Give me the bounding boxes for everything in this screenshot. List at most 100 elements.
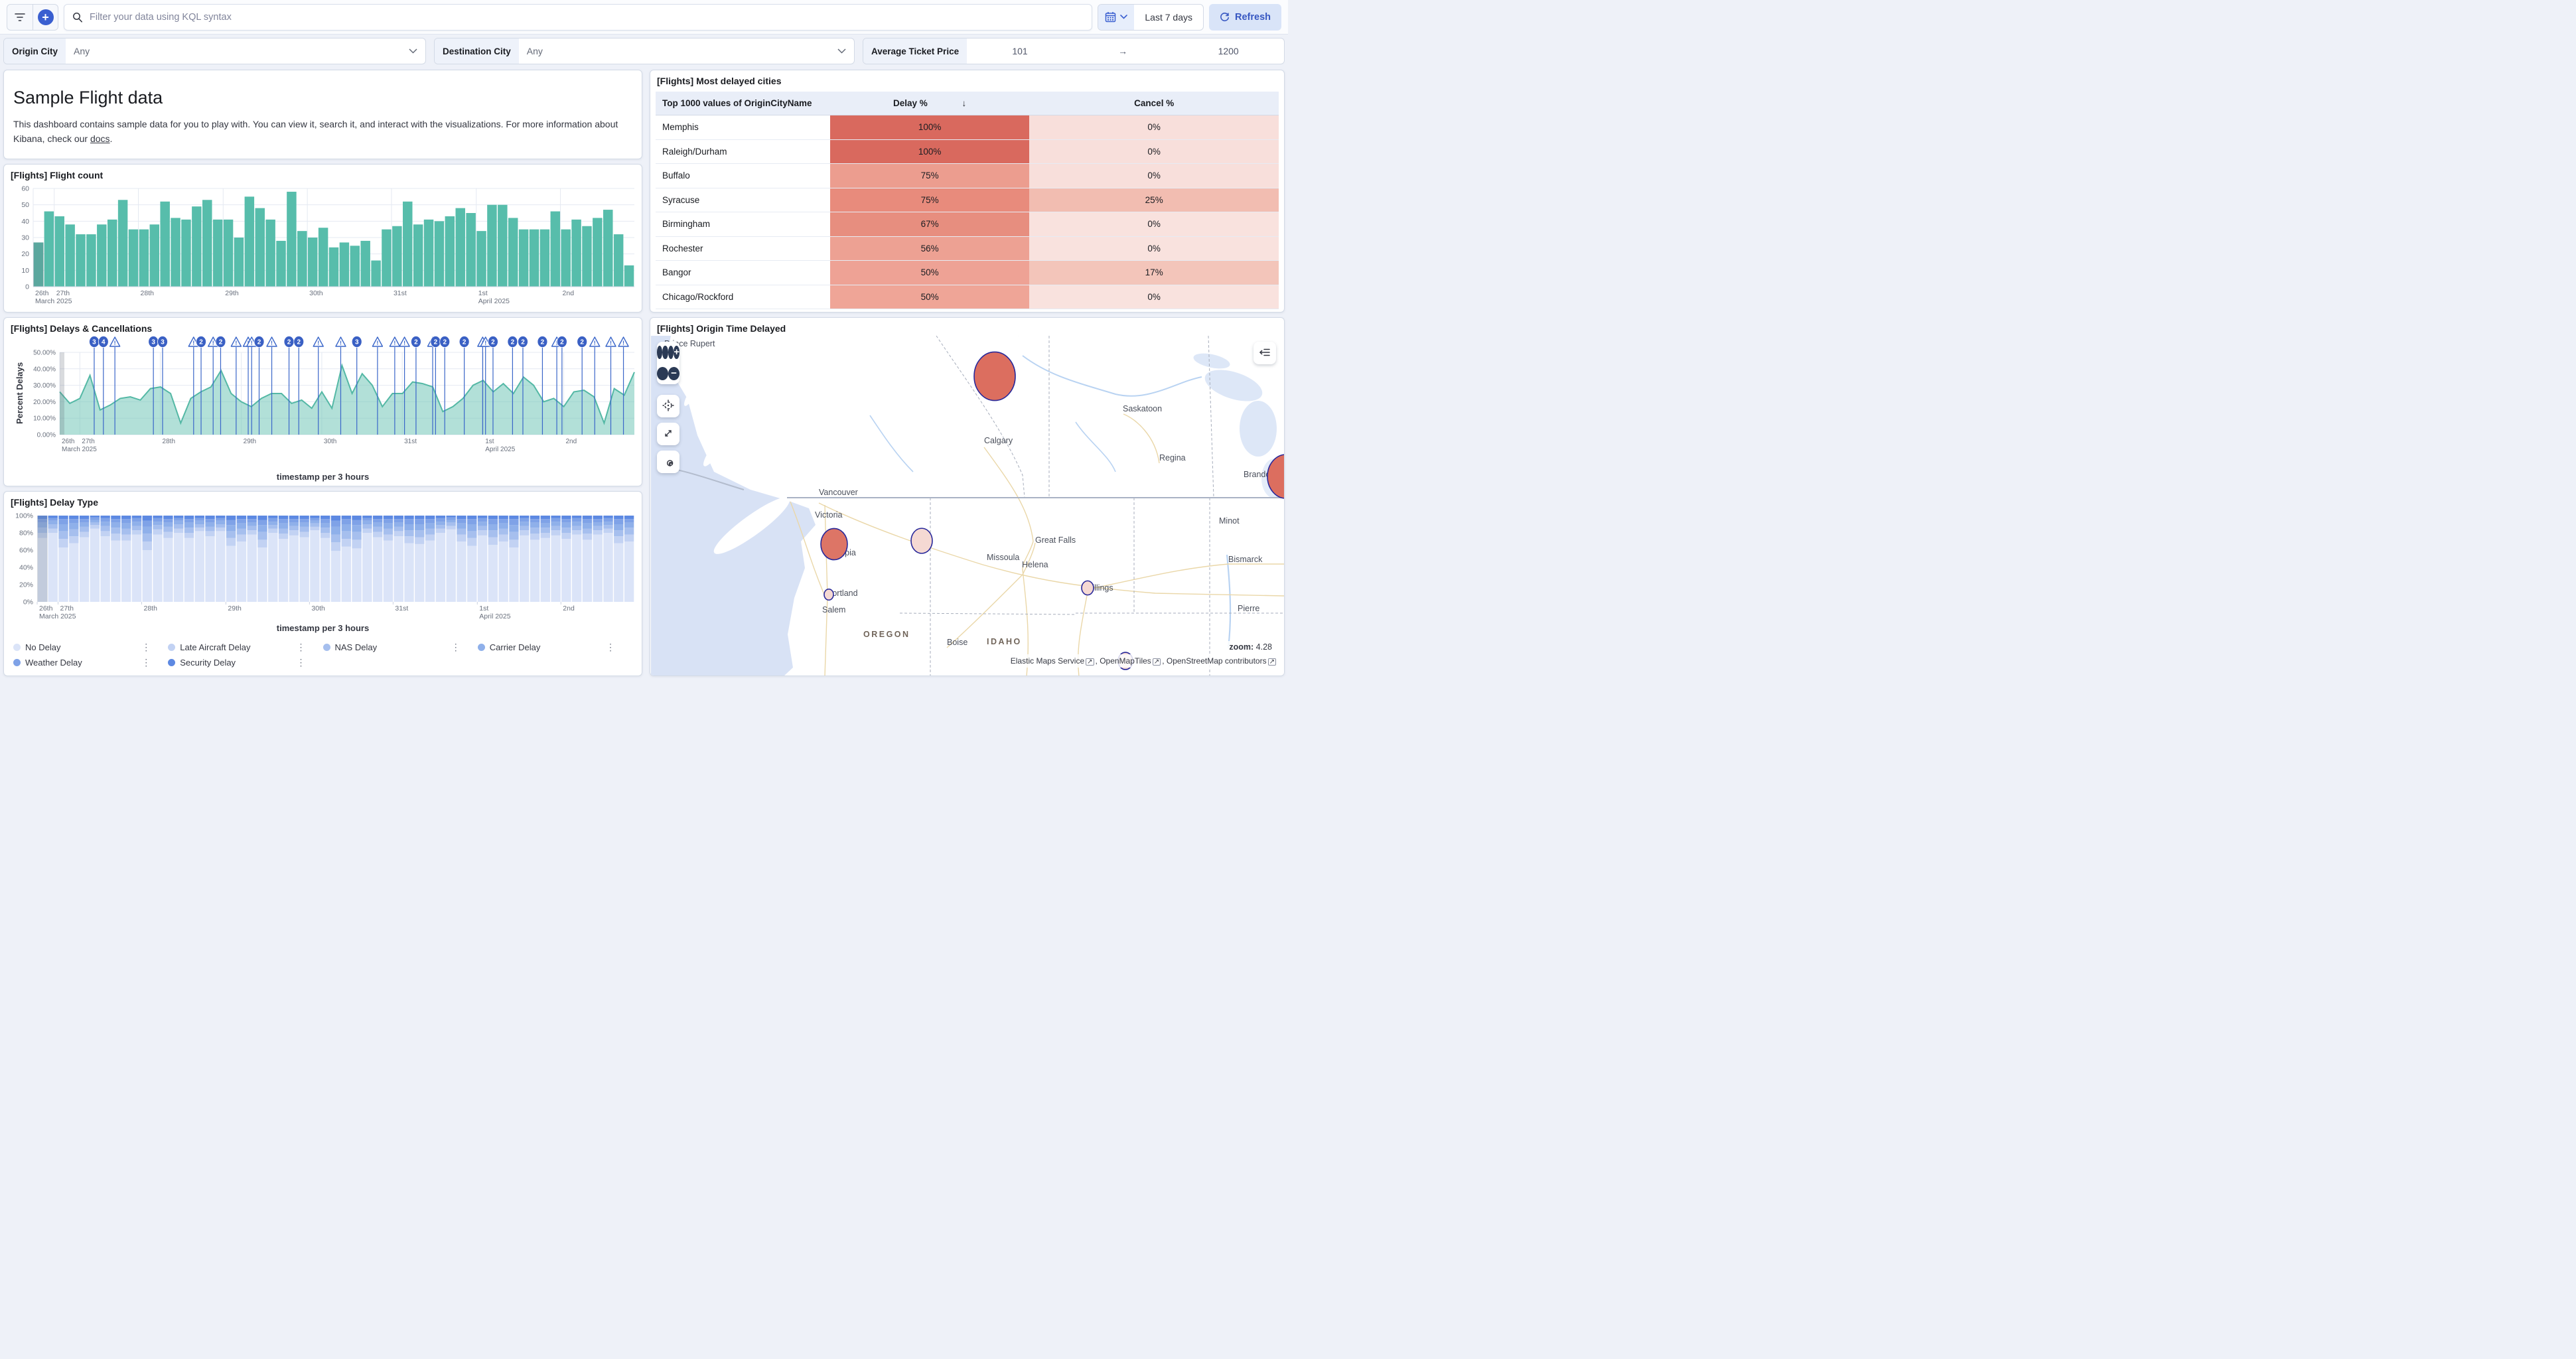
city-cell[interactable]: Bangor <box>656 260 830 285</box>
city-cell[interactable]: Rochester <box>656 236 830 261</box>
svg-text:3: 3 <box>92 338 96 346</box>
svg-text:20%: 20% <box>19 581 33 589</box>
map-bubble-marker[interactable] <box>910 528 933 554</box>
delay-cell[interactable]: 50% <box>829 260 1030 285</box>
map-place-label: Great Falls <box>1035 536 1076 545</box>
map-bubble-marker[interactable] <box>1267 454 1284 499</box>
cancel-cell[interactable]: 0% <box>1029 236 1279 261</box>
cancel-cell[interactable]: 0% <box>1029 212 1279 237</box>
svg-text:2: 2 <box>443 338 447 346</box>
flight-count-chart[interactable]: 0 10 20 30 40 50 60 26th 27th 28th 29th 30th 31st 1st… <box>8 184 638 309</box>
map-set-view-button[interactable] <box>657 395 680 416</box>
city-cell[interactable]: Birmingham <box>656 212 830 237</box>
svg-text:April 2025: April 2025 <box>485 446 515 453</box>
delay-cell[interactable]: 100% <box>829 139 1030 164</box>
time-picker-calendar-button[interactable] <box>1098 4 1135 30</box>
city-cell[interactable]: Memphis <box>656 115 830 140</box>
legend-item[interactable]: Weather Delay ⋮ <box>13 657 168 668</box>
cancel-cell[interactable]: 17% <box>1029 260 1279 285</box>
legend-label: No Delay <box>25 642 61 652</box>
attribution-link-ems[interactable]: Elastic Maps Service <box>1010 656 1085 666</box>
price-min-value[interactable]: 101 <box>1012 46 1028 56</box>
table-row[interactable]: Rochester 56% 0% <box>656 236 1279 261</box>
map-legend-toggle-button[interactable] <box>1253 342 1276 363</box>
price-max-value[interactable]: 1200 <box>1218 46 1239 56</box>
filter-menu-button[interactable] <box>7 5 33 30</box>
map-bubble-marker[interactable] <box>820 528 848 561</box>
delay-cell[interactable]: 56% <box>829 236 1030 261</box>
legend-options-kebab-icon[interactable]: ⋮ <box>296 657 306 668</box>
delays-chart[interactable]: 0.00% 10.00% 20.00% 30.00% 40.00% 50.00% 26th 2… <box>21 335 638 456</box>
svg-text:!: ! <box>484 340 486 346</box>
table-row[interactable]: Chicago/Rockford 50% 0% <box>656 285 1279 309</box>
delay-cell[interactable]: 75% <box>829 188 1030 212</box>
table-row[interactable]: Raleigh/Durham 100% 0% <box>656 139 1279 164</box>
refresh-button[interactable]: Refresh <box>1209 3 1281 31</box>
column-header-delay[interactable]: Delay % ↓ <box>829 92 1030 115</box>
attribution-link-omt[interactable]: OpenMapTiles <box>1100 656 1151 666</box>
kql-search-bar[interactable] <box>64 3 1093 31</box>
docs-link[interactable]: docs <box>90 133 110 144</box>
map-zoom-out-button[interactable]: − <box>657 363 680 384</box>
ticket-price-filter[interactable]: Average Ticket Price 101 → 1200 <box>863 38 1285 64</box>
map-bubble-marker[interactable] <box>823 588 834 601</box>
origin-city-filter[interactable]: Origin City Any <box>3 38 426 64</box>
map-bubble-marker[interactable] <box>1081 580 1094 596</box>
map-zoom-level-badge: zoom: 4.28 <box>1224 641 1277 653</box>
legend-options-kebab-icon[interactable]: ⋮ <box>296 642 306 652</box>
city-cell[interactable]: Syracuse <box>656 188 830 212</box>
city-cell[interactable]: Chicago/Rockford <box>656 285 830 309</box>
delay-cell[interactable]: 100% <box>829 115 1030 140</box>
city-cell[interactable]: Raleigh/Durham <box>656 139 830 164</box>
cancel-cell[interactable]: 0% <box>1029 285 1279 309</box>
table-row[interactable]: Syracuse 75% 25% <box>656 188 1279 212</box>
legend-item[interactable]: Carrier Delay ⋮ <box>477 642 632 653</box>
legend-options-kebab-icon[interactable]: ⋮ <box>141 642 151 652</box>
delay-type-chart[interactable]: 0% 20% 40% 60% 80% 100% 26th 27th 28th 29th 30th 31… <box>8 512 638 623</box>
map-place-label: Vancouver <box>819 488 858 497</box>
svg-text:60: 60 <box>21 185 29 193</box>
legend-item[interactable]: Security Delay ⋮ <box>168 657 322 668</box>
time-range-value[interactable]: Last 7 days <box>1145 11 1192 23</box>
add-filter-button[interactable]: + <box>33 4 58 30</box>
column-header-cancel[interactable]: Cancel % <box>1029 92 1279 115</box>
table-row[interactable]: Memphis 100% 0% <box>656 115 1279 140</box>
svg-text:31st: 31st <box>395 605 408 612</box>
legend-label: NAS Delay <box>334 642 378 652</box>
destination-city-filter[interactable]: Destination City Any <box>434 38 855 64</box>
map-fit-to-data-button[interactable] <box>657 423 680 444</box>
cancel-cell[interactable]: 0% <box>1029 115 1279 140</box>
ticket-price-label: Average Ticket Price <box>863 38 967 64</box>
cancel-cell[interactable]: 0% <box>1029 139 1279 164</box>
wrench-icon <box>666 459 673 466</box>
attribution-link-osm[interactable]: OpenStreetMap contributors <box>1166 656 1267 666</box>
city-cell[interactable]: Buffalo <box>656 163 830 188</box>
column-header-city[interactable]: Top 1000 values of OriginCityName <box>656 92 830 115</box>
legend-item[interactable]: No Delay ⋮ <box>13 642 168 653</box>
map-tools-button[interactable] <box>657 451 680 472</box>
table-row[interactable]: Buffalo 75% 0% <box>656 163 1279 188</box>
svg-text:!: ! <box>317 340 319 346</box>
table-row[interactable]: Bangor 50% 17% <box>656 260 1279 285</box>
cancel-cell[interactable]: 25% <box>1029 188 1279 212</box>
legend-item[interactable]: NAS Delay ⋮ <box>322 642 478 653</box>
svg-text:!: ! <box>610 340 612 346</box>
delay-cell[interactable]: 75% <box>829 163 1030 188</box>
map-canvas[interactable]: Prince Rupert Saskatoon Calgary Regina Brand… <box>651 335 1284 676</box>
svg-text:31st: 31st <box>394 289 407 297</box>
map-svg[interactable]: Prince RupertSaskatoonCalgaryReginaBrand… <box>651 335 1284 676</box>
delay-type-legend: No Delay ⋮ Late Aircraft Delay ⋮ NAS Del… <box>4 639 642 668</box>
map-place-label: Calgary <box>984 436 1013 445</box>
delay-cell[interactable]: 50% <box>829 285 1030 309</box>
search-input[interactable] <box>90 11 1084 23</box>
legend-options-kebab-icon[interactable]: ⋮ <box>606 642 615 652</box>
delay-cell[interactable]: 67% <box>829 212 1030 237</box>
cancel-cell[interactable]: 0% <box>1029 163 1279 188</box>
legend-options-kebab-icon[interactable]: ⋮ <box>141 657 151 668</box>
sort-descending-icon[interactable]: ↓ <box>962 98 967 108</box>
map-zoom-in-button[interactable]: + <box>657 342 680 363</box>
legend-item[interactable]: Late Aircraft Delay ⋮ <box>168 642 322 653</box>
legend-options-kebab-icon[interactable]: ⋮ <box>451 642 461 652</box>
map-bubble-marker[interactable] <box>973 351 1016 401</box>
table-row[interactable]: Birmingham 67% 0% <box>656 212 1279 237</box>
